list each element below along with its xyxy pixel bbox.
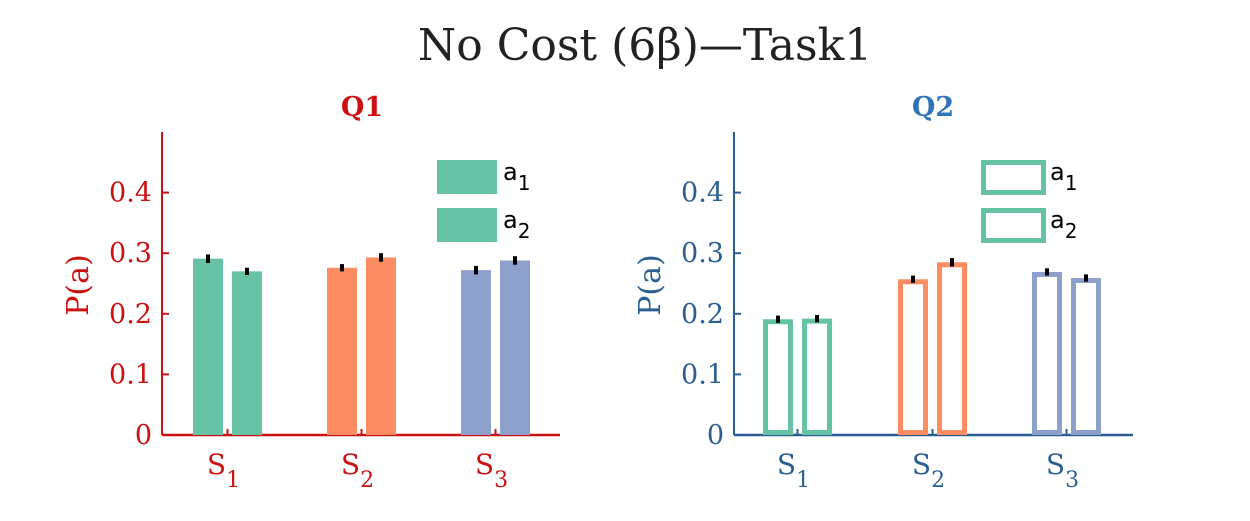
bar <box>1032 271 1062 435</box>
panel-title: Q1 <box>341 92 383 123</box>
legend-swatch <box>437 160 497 194</box>
bar <box>802 318 832 436</box>
figure-title: No Cost (6β)—Task1 <box>418 20 873 71</box>
y-tick-label: 0.2 <box>681 299 724 330</box>
bar <box>193 258 223 435</box>
bar <box>898 279 928 435</box>
y-axis-label: P(a) <box>61 254 96 315</box>
legend-label: a1 <box>503 158 530 195</box>
y-tick-label: 0.1 <box>681 359 724 390</box>
bar <box>937 262 967 436</box>
bar <box>1071 278 1101 435</box>
legend-swatch <box>981 208 1046 243</box>
panel-q1: Q1 0 0.1 0.2 0.3 0.4 P(a) S1 S2 S3 a1 a2 <box>61 92 560 493</box>
bar <box>366 257 396 435</box>
y-tick-label: 0.4 <box>681 178 724 209</box>
y-tick-label: 0.2 <box>109 299 152 330</box>
y-tick-label: 0 <box>707 420 724 451</box>
legend-swatch <box>981 160 1046 195</box>
bar <box>763 319 793 435</box>
bar <box>500 260 530 435</box>
x-tick-label: S3 <box>1046 448 1079 493</box>
x-tick-label: S2 <box>912 448 945 493</box>
legend-label: a2 <box>503 206 530 243</box>
legend-label: a2 <box>1050 206 1077 243</box>
bar <box>461 270 491 435</box>
y-tick-label: 0 <box>135 420 152 451</box>
x-tick-label: S1 <box>207 448 240 493</box>
legend-label: a1 <box>1050 158 1077 195</box>
panel-title: Q2 <box>912 92 954 123</box>
x-tick-label: S2 <box>341 448 374 493</box>
bar <box>232 271 262 435</box>
x-tick-label: S1 <box>777 448 810 493</box>
panel-q2: Q2 0 0.1 0.2 0.3 0.4 P(a) S1 S2 S3 a1 a2 <box>633 92 1133 493</box>
legend-swatch <box>437 208 497 242</box>
y-tick-label: 0.1 <box>109 359 152 390</box>
y-tick-label: 0.3 <box>109 238 152 269</box>
bar <box>327 267 357 435</box>
y-tick-label: 0.3 <box>681 238 724 269</box>
y-axis-label: P(a) <box>633 254 668 315</box>
y-tick-label: 0.4 <box>109 178 152 209</box>
x-tick-label: S3 <box>475 448 508 493</box>
